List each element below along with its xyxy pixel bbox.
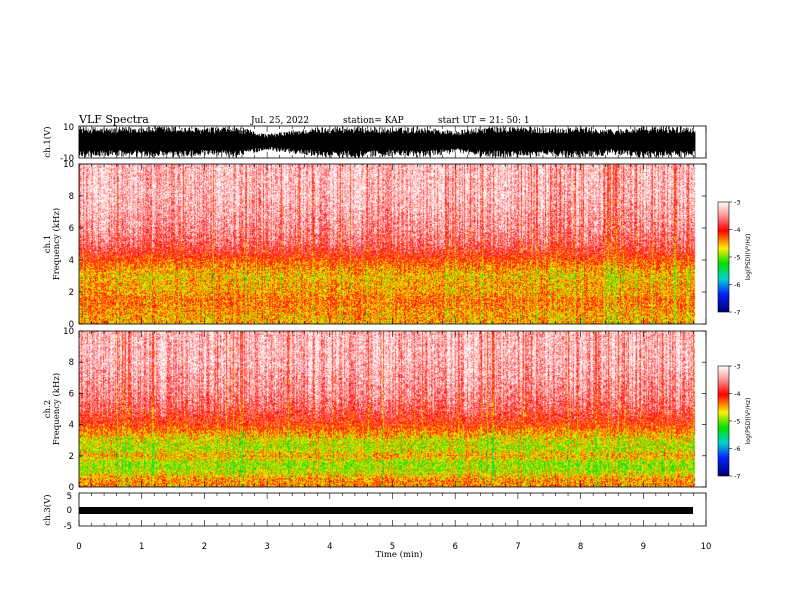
ch1-spectrogram-ylabel-channel: ch.1: [43, 235, 53, 253]
ch1-spectrogram-ytick-label: 6: [69, 224, 74, 234]
ch2-spectrogram-ytick-label: 6: [69, 389, 74, 399]
ch2-spectrogram-ytick-label: 0: [69, 483, 74, 493]
ch1-waveform-ylabel: ch.1(V): [42, 126, 53, 157]
colorbar-tick-label: -5: [734, 418, 740, 426]
time-axis-ticks: [78, 126, 707, 526]
ch1-spectrogram-ylabel-frequency: Frequency (kHz): [51, 208, 62, 280]
ch1-spectrogram-yticks: 0 2 4 6 8 10: [63, 160, 706, 330]
time-axis-tick-labels: 0 1 2 3 4 5 6 7 8 9 10: [76, 542, 711, 552]
ch1-spectrogram-ytick-label: 2: [69, 288, 74, 298]
time-tick-label: 0: [76, 542, 81, 552]
time-tick-label: 9: [641, 542, 646, 552]
colorbar-tick-label: -5: [734, 254, 740, 262]
ch1-colorbar-label: log(PSD)(V²/Hz): [745, 234, 752, 281]
ch1-spectrogram-image: [79, 164, 706, 324]
time-tick-label: 6: [452, 542, 457, 552]
ch3-waveform-trace: [79, 507, 693, 514]
ch1-ytick-bottom: -10: [60, 154, 74, 164]
ch2-colorbar-label: log(PSD)(V²/Hz): [745, 398, 752, 445]
ch1-waveform-core: [79, 139, 696, 143]
ch1-spectrogram-ytick-label: 8: [69, 192, 74, 202]
colorbar-tick-label: -4: [734, 226, 740, 234]
ch1-spectrogram-ytick-label: 0: [69, 320, 74, 330]
ch1-ytick-top: 10: [63, 123, 74, 133]
time-tick-label: 2: [202, 542, 207, 552]
ch2-colorbar: -3 -4 -5 -6 -7 log(PSD)(V²/Hz): [717, 363, 752, 481]
ch2-spectrogram-yticks: 0 2 4 6 8 10: [63, 327, 706, 493]
ch1-colorbar-scale: [717, 201, 730, 313]
ch2-colorbar-scale: [717, 365, 730, 477]
time-tick-label: 8: [578, 542, 583, 552]
ch1-colorbar: -3 -4 -5 -6 -7 log(PSD)(V²/Hz): [717, 199, 752, 317]
time-tick-label: 1: [139, 542, 144, 552]
ch2-spectrogram-panel: 0 2 4 6 8 10 ch.2 Frequency (kHz): [43, 327, 707, 493]
ch1-spectrogram-panel: 0 2 4 6 8 10 ch.1 Frequency (kHz): [43, 160, 707, 330]
ch3-waveform-ylabel: ch.3(V): [42, 494, 53, 525]
figure-title: VLF Spectra: [78, 113, 149, 126]
ch1-waveform-trace: [78, 126, 696, 158]
time-axis-label: Time (min): [375, 549, 422, 560]
ch2-spectrogram-ytick-label: 10: [63, 327, 74, 337]
ch2-spectrogram-image: [79, 331, 706, 487]
ch2-spectrogram-ytick-label: 2: [69, 452, 74, 462]
ch3-ytick-bottom: -5: [64, 522, 72, 532]
time-tick-label: 3: [264, 542, 269, 552]
ch3-ytick-top: 5: [67, 492, 72, 502]
colorbar-tick-label: -7: [734, 309, 740, 317]
ch1-spectrogram-ytick-label: 10: [63, 160, 74, 170]
time-tick-label: 4: [327, 542, 332, 552]
colorbar-tick-label: -6: [734, 281, 740, 289]
time-tick-label: 5: [390, 542, 395, 552]
colorbar-tick-label: -6: [734, 445, 740, 453]
ch2-spectrogram-ytick-label: 8: [69, 358, 74, 368]
ch2-spectrogram-ylabel-frequency: Frequency (kHz): [51, 373, 62, 445]
time-tick-label: 7: [515, 542, 520, 552]
start-time-label: start UT = 21: 50: 1: [438, 116, 530, 126]
colorbar-tick-label: -7: [734, 473, 740, 481]
ch1-colorbar-ticks: -3 -4 -5 -6 -7: [729, 199, 740, 317]
time-tick-label: 10: [701, 542, 712, 552]
ch2-spectrogram-ylabel-channel: ch.2: [43, 400, 53, 418]
colorbar-tick-label: -3: [734, 199, 740, 207]
station-label: station= KAP: [343, 116, 404, 126]
ch2-spectrogram-ytick-label: 4: [69, 421, 74, 431]
ch3-ytick-mid: 0: [67, 506, 72, 516]
ch1-spectrogram-ytick-label: 4: [69, 256, 74, 266]
colorbar-tick-label: -3: [734, 363, 740, 371]
date-label: Jul. 25, 2022: [250, 116, 309, 126]
colorbar-tick-label: -4: [734, 390, 740, 398]
ch2-colorbar-ticks: -3 -4 -5 -6 -7: [729, 363, 740, 481]
